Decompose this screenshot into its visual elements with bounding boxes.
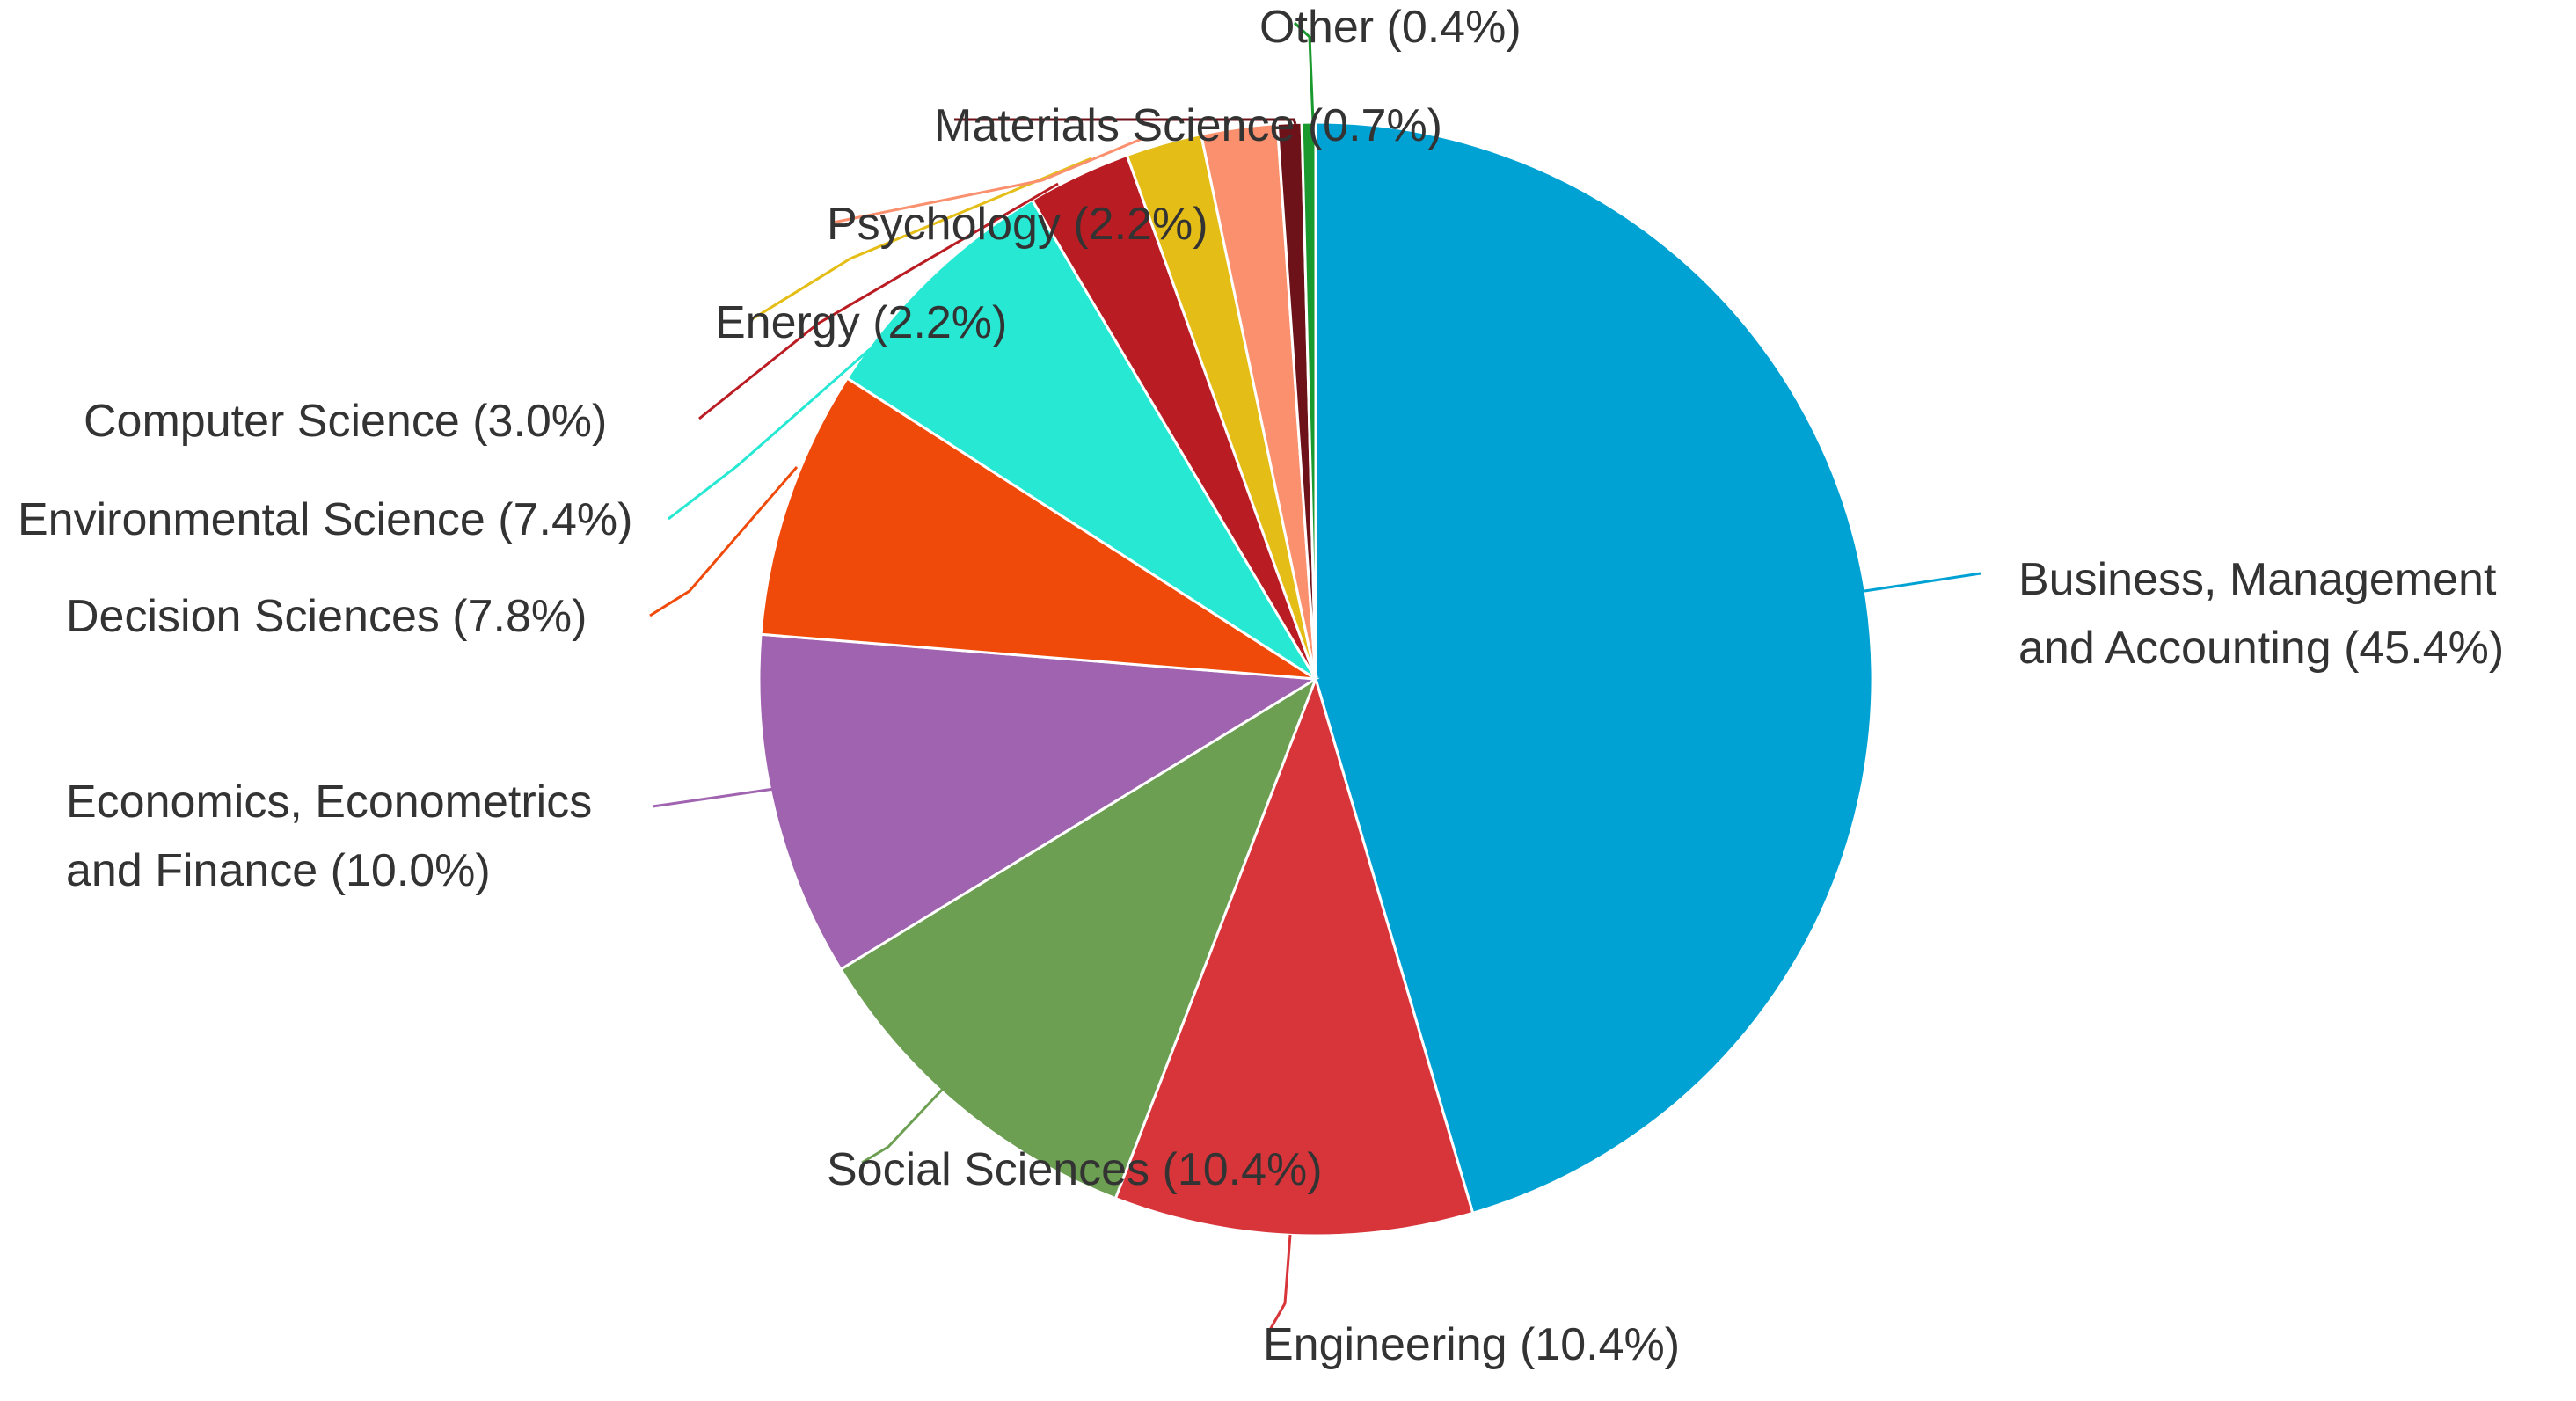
- slice-label-line: Decision Sciences (7.8%): [66, 591, 587, 642]
- leader-line: [698, 182, 1059, 420]
- slice-label: Decision Sciences (7.8%): [66, 591, 587, 642]
- pie-slice: [757, 632, 1320, 972]
- slice-label-line: and Accounting (45.4%): [2018, 623, 2504, 674]
- leader-line: [668, 347, 871, 521]
- slice-label: Business, Management and Accounting (45.4…: [2018, 554, 2504, 674]
- slice-label-line: and Finance (10.0%): [66, 845, 491, 896]
- slice-labels: Business, Management and Accounting (45.4…: [18, 2, 2504, 1370]
- slice-label: Engineering (10.4%): [1263, 1319, 1680, 1370]
- pie-slice: [1314, 120, 1874, 1215]
- leader-lines: [649, 21, 1981, 1331]
- slice-label-line: Other (0.4%): [1259, 2, 1522, 53]
- slice-label: Other (0.4%): [1259, 2, 1522, 53]
- slice-label-line: Business, Management: [2018, 554, 2497, 605]
- slice-label: Economics, Econometrics and Finance (10.0…: [66, 777, 592, 896]
- pie-slice: [845, 198, 1317, 681]
- pie-slices: [757, 120, 1874, 1237]
- leader-line: [832, 137, 1142, 224]
- pie-slice: [759, 376, 1317, 681]
- slice-label-line: Computer Science (3.0%): [84, 396, 607, 447]
- leader-line: [1293, 21, 1315, 123]
- leader-line: [1864, 572, 1981, 593]
- leader-line: [652, 787, 775, 808]
- slice-label: Computer Science (3.0%): [84, 396, 607, 447]
- slice-label: Social Sciences (10.4%): [827, 1144, 1323, 1195]
- slice-label: Energy (2.2%): [715, 297, 1007, 348]
- leader-line: [861, 1086, 945, 1164]
- leader-line: [751, 157, 1092, 321]
- pie-slice: [1113, 675, 1475, 1237]
- slice-label: Materials Science (0.7%): [934, 100, 1442, 151]
- slice-label: Environmental Science (7.4%): [18, 494, 632, 545]
- pie-slice: [838, 675, 1318, 1200]
- slice-label-line: Engineering (10.4%): [1263, 1319, 1680, 1370]
- slice-label-line: Materials Science (0.7%): [934, 100, 1442, 151]
- slice-label-line: Psychology (2.2%): [827, 199, 1208, 250]
- slice-label-line: Energy (2.2%): [715, 297, 1007, 348]
- slice-label-line: Social Sciences (10.4%): [827, 1144, 1323, 1195]
- slice-label-line: Economics, Econometrics: [66, 777, 592, 828]
- leader-line: [1268, 1234, 1292, 1331]
- slice-label: Psychology (2.2%): [827, 199, 1208, 250]
- slice-label-line: Environmental Science (7.4%): [18, 494, 632, 545]
- leader-line: [954, 118, 1297, 125]
- leader-line: [649, 466, 799, 617]
- pie-slice: [1300, 120, 1317, 680]
